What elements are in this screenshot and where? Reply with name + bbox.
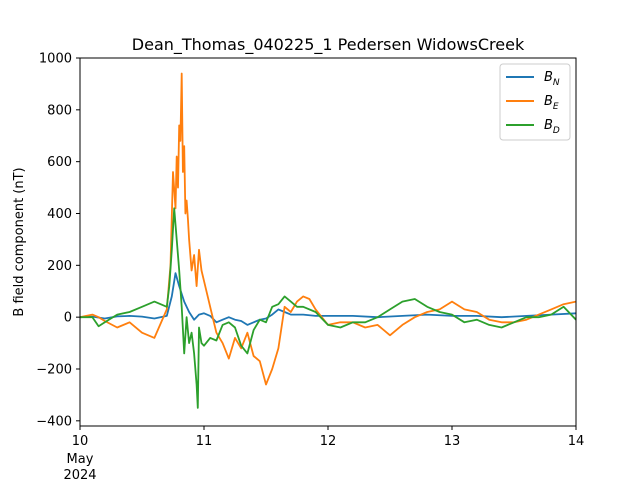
y-tick-label: −200 bbox=[36, 362, 72, 377]
x-tick-label: 11 bbox=[196, 434, 213, 449]
legend-box bbox=[499, 63, 571, 141]
chart-title: Dean_Thomas_040225_1 Pedersen WidowsCree… bbox=[132, 35, 525, 55]
y-tick-label: 200 bbox=[47, 259, 72, 274]
series-line-d bbox=[80, 207, 576, 409]
x-tick-sublabel: 2024 bbox=[63, 468, 96, 480]
y-tick-label: 400 bbox=[47, 207, 72, 222]
series-line-n bbox=[80, 272, 576, 326]
x-tick-label: 13 bbox=[444, 434, 461, 449]
series-line-e bbox=[80, 72, 576, 386]
y-tick-label: 0 bbox=[64, 311, 72, 326]
x-tick-label: 10 bbox=[72, 434, 89, 449]
plot-area bbox=[80, 72, 576, 409]
y-tick-label: 800 bbox=[47, 103, 72, 118]
y-tick-label: 1000 bbox=[39, 52, 72, 67]
axes: −400 −200 0 200 400 600 800 1000 10 11 12 13 14 May20… bbox=[36, 52, 584, 480]
x-tick-label: 14 bbox=[568, 434, 585, 449]
y-tick-label: −400 bbox=[36, 414, 72, 429]
x-tick-label: 12 bbox=[320, 434, 337, 449]
y-axis-label: B field component (nT) bbox=[12, 167, 27, 316]
y-tick-label: 600 bbox=[47, 155, 72, 170]
x-tick-sublabel: May bbox=[67, 452, 94, 467]
